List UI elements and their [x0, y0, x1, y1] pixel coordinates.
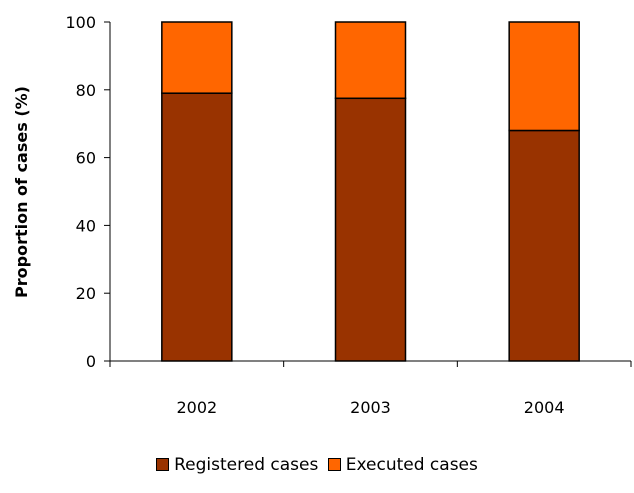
y-tick-label: 0	[86, 352, 96, 371]
legend-label-executed: Executed cases	[345, 455, 478, 475]
legend-swatch-executed	[327, 458, 341, 471]
y-tick-label: 40	[76, 216, 96, 235]
legend-swatch-registered	[156, 458, 170, 471]
bar-registered-2003	[334, 97, 407, 362]
bar-registered-2004	[508, 129, 580, 362]
x-tick-label: 2002	[176, 398, 217, 417]
y-axis-title: Proportion of cases (%)	[12, 86, 31, 298]
y-tick-label: 100	[65, 13, 96, 32]
y-tick-label: 80	[76, 81, 96, 100]
y-tick-label: 20	[76, 284, 96, 303]
legend-item-executed: Executed cases	[327, 455, 478, 475]
stacked-bar-chart: 2002 2003 2004 0 20 40 60 80 100 Proportion of c…	[12, 13, 632, 417]
legend-item-registered: Registered cases	[156, 455, 318, 475]
bar-registered-2002	[161, 92, 233, 362]
x-tick-label: 2004	[524, 398, 565, 417]
bars	[161, 21, 580, 362]
bar-executed-2002	[161, 21, 233, 94]
x-tick-label: 2003	[350, 398, 391, 417]
y-tick-label: 60	[76, 149, 96, 168]
legend: Registered cases Executed cases	[0, 455, 634, 475]
bar-executed-2003	[334, 21, 407, 100]
axes: 2002 2003 2004 0 20 40 60 80 100	[65, 13, 632, 417]
legend-label-registered: Registered cases	[174, 455, 319, 475]
bar-executed-2004	[508, 21, 580, 132]
